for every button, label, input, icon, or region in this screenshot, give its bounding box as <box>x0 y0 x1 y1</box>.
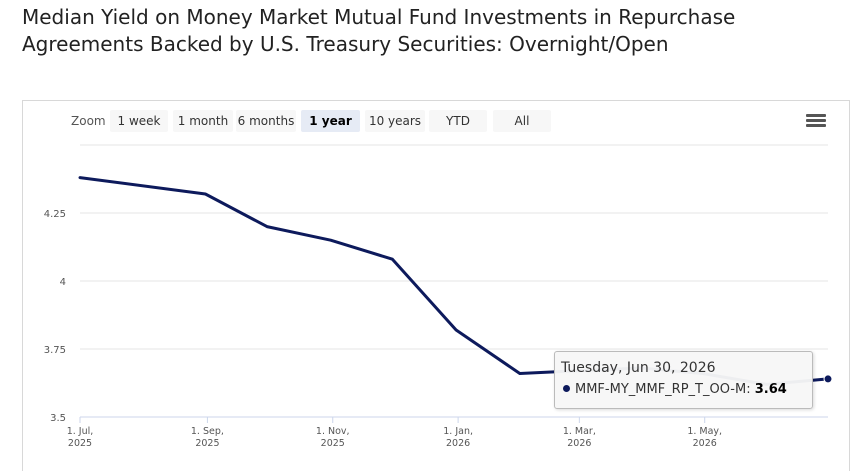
x-tick-label-line: 2025 <box>321 438 345 449</box>
tooltip-row: MMF-MY_MMF_RP_T_OO-M: 3.64 <box>563 382 787 397</box>
tooltip-series-name: MMF-MY_MMF_RP_T_OO-M <box>575 382 747 397</box>
zoom-all-button[interactable]: All <box>493 110 551 132</box>
zoom-1-year-button[interactable]: 1 year <box>301 110 360 132</box>
y-tick-label: 4.25 <box>44 209 66 220</box>
y-tick-label: 3.75 <box>44 345 66 356</box>
x-tick-label: 1. Mar, 2026 <box>563 426 596 449</box>
x-tick-label: 1. Nov, 2025 <box>316 426 350 449</box>
x-tick-label: 1. Jul, 2025 <box>67 426 94 449</box>
y-tick-label: 4 <box>60 277 66 288</box>
x-tick-label-line: 1. Jan, <box>443 426 473 437</box>
zoom-10-years-button[interactable]: 10 years <box>365 110 425 132</box>
zoom-1-week-button[interactable]: 1 week <box>110 110 168 132</box>
x-tick-label: 1. May, 2026 <box>687 426 722 449</box>
x-tick-label-line: 2025 <box>195 438 219 449</box>
x-tick-label-line: 1. Nov, <box>316 426 350 437</box>
chart-panel <box>22 100 850 471</box>
x-tick-label-line: 2026 <box>446 438 470 449</box>
zoom-ytd-button[interactable]: YTD <box>429 110 487 132</box>
hover-point-marker <box>823 374 833 384</box>
hamburger-menu-icon[interactable] <box>806 114 826 130</box>
x-tick-label-line: 2026 <box>693 438 717 449</box>
x-tick-label: 1. Sep, 2025 <box>191 426 224 449</box>
zoom-6-months-button[interactable]: 6 months <box>236 110 296 132</box>
y-tick-label: 3.5 <box>50 413 66 424</box>
zoom-label: Zoom <box>71 114 106 128</box>
zoom-1-month-button[interactable]: 1 month <box>173 110 233 132</box>
chart-tooltip: Tuesday, Jun 30, 2026 MMF-MY_MMF_RP_T_OO… <box>554 351 813 409</box>
tooltip-date: Tuesday, Jun 30, 2026 <box>561 360 716 376</box>
tooltip-value: 3.64 <box>754 382 787 397</box>
x-tick-label-line: 1. May, <box>687 426 722 437</box>
x-tick-label-line: 2026 <box>567 438 591 449</box>
x-tick-label-line: 1. Jul, <box>67 426 94 437</box>
x-tick-label-line: 2025 <box>68 438 92 449</box>
x-tick-label-line: 1. Sep, <box>191 426 224 437</box>
x-tick-label-line: 1. Mar, <box>563 426 596 437</box>
page-title: Median Yield on Money Market Mutual Fund… <box>22 5 736 56</box>
x-tick-label: 1. Jan, 2026 <box>443 426 473 449</box>
series-marker-icon <box>563 385 570 392</box>
